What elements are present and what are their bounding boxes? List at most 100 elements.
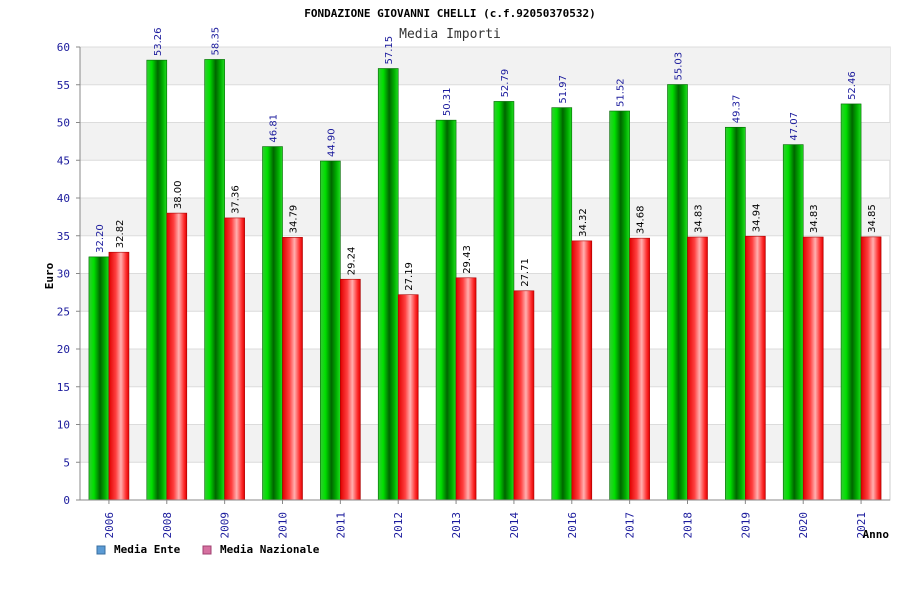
grid-band — [80, 349, 890, 387]
y-tick-label: 45 — [57, 154, 70, 167]
data-label: 52.79 — [500, 69, 511, 98]
y-axis-label: Euro — [43, 262, 56, 289]
data-label: 50.31 — [442, 88, 453, 117]
bar-media-nazionale — [745, 235, 766, 501]
x-tick-label: 2020 — [797, 512, 810, 539]
bar-media-ente — [146, 59, 168, 501]
x-tick-label: 2008 — [161, 512, 174, 539]
data-label: 34.79 — [289, 205, 300, 234]
data-label: 34.94 — [751, 204, 762, 233]
data-label: 52.46 — [847, 71, 858, 100]
x-tick-label: 2009 — [219, 512, 232, 539]
bar-media-nazionale — [282, 237, 303, 501]
bar-media-ente — [377, 68, 399, 501]
data-label: 51.52 — [616, 78, 627, 107]
bar-media-ente — [840, 103, 862, 501]
bar-media-ente — [667, 84, 688, 501]
data-label: 34.68 — [636, 206, 647, 235]
y-tick-label: 20 — [57, 343, 70, 356]
data-label: 46.81 — [269, 114, 280, 143]
bar-media-nazionale — [166, 212, 188, 501]
x-tick-label: 2014 — [508, 512, 521, 539]
legend: Media Ente Media Nazionale — [96, 543, 320, 556]
bar-media-ente — [609, 110, 630, 501]
bar-media-ente — [551, 107, 573, 501]
bar-media-ente — [493, 101, 515, 501]
x-tick-label: 2011 — [334, 512, 347, 539]
y-tick-label: 15 — [57, 381, 70, 394]
grid-band — [80, 273, 890, 312]
x-tick-label: 2016 — [566, 512, 579, 539]
bar-media-ente — [88, 256, 110, 501]
bar-media-ente — [782, 144, 804, 501]
data-label: 55.03 — [674, 52, 685, 81]
data-label: 34.85 — [867, 204, 878, 233]
bar-media-ente — [435, 119, 457, 501]
y-tick-label: 25 — [57, 305, 70, 318]
y-tick-label: 35 — [57, 230, 70, 243]
bar-labels: 32.20 32.82 53.26 38.00 58.35 37.36 46.81 34.79… — [95, 27, 878, 291]
data-label: 58.35 — [211, 27, 222, 56]
legend-label-media-nazionale: Media Nazionale — [220, 543, 320, 556]
grid-band — [80, 122, 890, 161]
bar-media-nazionale — [108, 251, 130, 501]
bar-media-nazionale — [571, 240, 593, 501]
data-label: 34.83 — [809, 204, 820, 233]
bar-media-nazionale — [629, 237, 650, 501]
x-axis-label: Anno — [863, 528, 890, 541]
data-label: 44.90 — [326, 128, 337, 157]
bar-media-ente — [204, 59, 225, 501]
bars — [88, 59, 882, 501]
grid-band — [80, 424, 890, 463]
chart-subtitle: Media Importi — [399, 27, 501, 42]
data-label: 32.82 — [115, 220, 126, 249]
data-label: 51.97 — [558, 75, 569, 104]
y-tick-label: 0 — [63, 494, 70, 507]
bar-media-nazionale — [340, 278, 361, 501]
x-tick-label: 2012 — [392, 512, 405, 539]
data-label: 29.24 — [346, 247, 357, 276]
legend-swatch-media-nazionale — [202, 545, 212, 555]
legend-swatch-media-ente — [96, 545, 106, 555]
x-tick-label: 2021 — [855, 512, 868, 539]
x-tick-label: 2013 — [450, 512, 463, 539]
y-tick-label: 10 — [57, 419, 70, 432]
bar-media-nazionale — [687, 236, 708, 501]
bar-media-nazionale — [455, 277, 477, 501]
x-tick-label: 2019 — [739, 512, 752, 539]
data-label: 38.00 — [173, 180, 184, 209]
data-label: 57.15 — [384, 36, 395, 65]
legend-label-media-ente: Media Ente — [114, 543, 181, 556]
bar-media-ente — [320, 160, 341, 501]
x-tick-label: 2018 — [682, 512, 695, 539]
x-tick-label: 2006 — [103, 512, 116, 539]
y-tick-label: 55 — [57, 79, 70, 92]
bar-media-ente — [725, 126, 746, 501]
y-tick-label: 50 — [57, 117, 70, 130]
bar-media-ente — [262, 146, 283, 501]
x-axis: 2006 2008 2009 2010 2011 2012 2013 2014 2016 2017… — [80, 499, 890, 539]
bar-media-nazionale — [397, 294, 419, 501]
data-label: 29.43 — [462, 245, 473, 274]
data-label: 47.07 — [789, 112, 800, 141]
data-label: 37.36 — [231, 185, 242, 214]
y-axis: 0 5 10 15 20 25 30 35 40 45 50 55 60 — [57, 41, 81, 507]
data-label: 49.37 — [731, 95, 742, 124]
x-tick-label: 2010 — [277, 512, 290, 539]
data-label: 32.20 — [95, 224, 106, 253]
data-label: 53.26 — [153, 27, 164, 56]
bar-media-nazionale — [802, 236, 824, 501]
y-tick-label: 40 — [57, 192, 70, 205]
chart-title: FONDAZIONE GIOVANNI CHELLI (c.f.92050370… — [304, 7, 595, 20]
x-tick-label: 2017 — [624, 512, 637, 539]
y-tick-label: 5 — [63, 456, 70, 469]
bar-media-nazionale — [513, 290, 535, 501]
data-label: 34.32 — [578, 208, 589, 237]
bar-media-nazionale — [860, 236, 882, 501]
data-label: 27.71 — [520, 258, 531, 287]
bar-media-nazionale — [224, 217, 245, 501]
data-label: 34.83 — [694, 204, 705, 233]
y-tick-label: 60 — [57, 41, 70, 54]
y-tick-label: 30 — [57, 268, 70, 281]
